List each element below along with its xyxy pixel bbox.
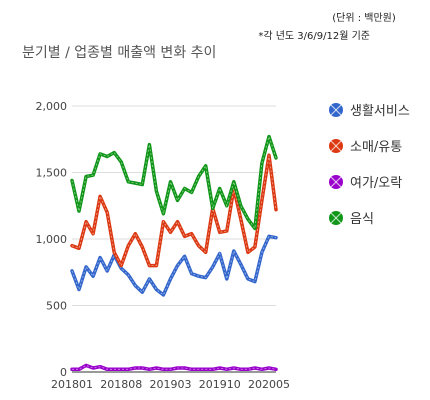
y-tick-label: 0: [60, 366, 67, 379]
legend-label: 생활서비스: [350, 104, 410, 119]
x-tick-label: 201910: [199, 378, 241, 391]
x-tick-label: 201903: [149, 378, 191, 391]
legend-label: 음식: [350, 212, 374, 227]
series-lines: [70, 134, 278, 372]
series-line: [70, 153, 278, 268]
series-line-pattern: [72, 364, 277, 370]
chart-title: 분기별 / 업종별 매출액 변화 추이: [22, 45, 216, 61]
y-tick-label: 1,000: [36, 233, 68, 246]
x-tick-label: 202005: [248, 378, 290, 391]
legend-label: 여가/오락: [350, 176, 402, 191]
gridlines: [72, 105, 276, 373]
y-tick-label: 500: [46, 300, 67, 313]
y-tick-label: 1,500: [36, 167, 68, 180]
legend-marker-hatch: [330, 176, 342, 188]
series-line-pattern: [71, 235, 277, 296]
basis-note: *각 년도 3/6/9/12월 기준: [258, 30, 370, 42]
y-tick-label: 2,000: [36, 100, 68, 113]
x-tick-label: 201808: [100, 378, 142, 391]
x-axis-ticks: 201801 201808 201903 201910 202005: [51, 378, 290, 391]
series-line-pattern: [71, 155, 277, 267]
x-tick-label: 201801: [51, 378, 93, 391]
series-line-pattern: [71, 135, 277, 230]
legend-label: 소매/유통: [350, 140, 402, 155]
legend-marker-hatch: [330, 140, 342, 152]
unit-note: (단위 : 백만원): [332, 11, 396, 24]
legend-marker-hatch: [330, 104, 342, 116]
y-axis-ticks: 0 500 1,000 1,500 2,000: [36, 100, 68, 379]
legend-marker-hatch: [330, 212, 342, 224]
